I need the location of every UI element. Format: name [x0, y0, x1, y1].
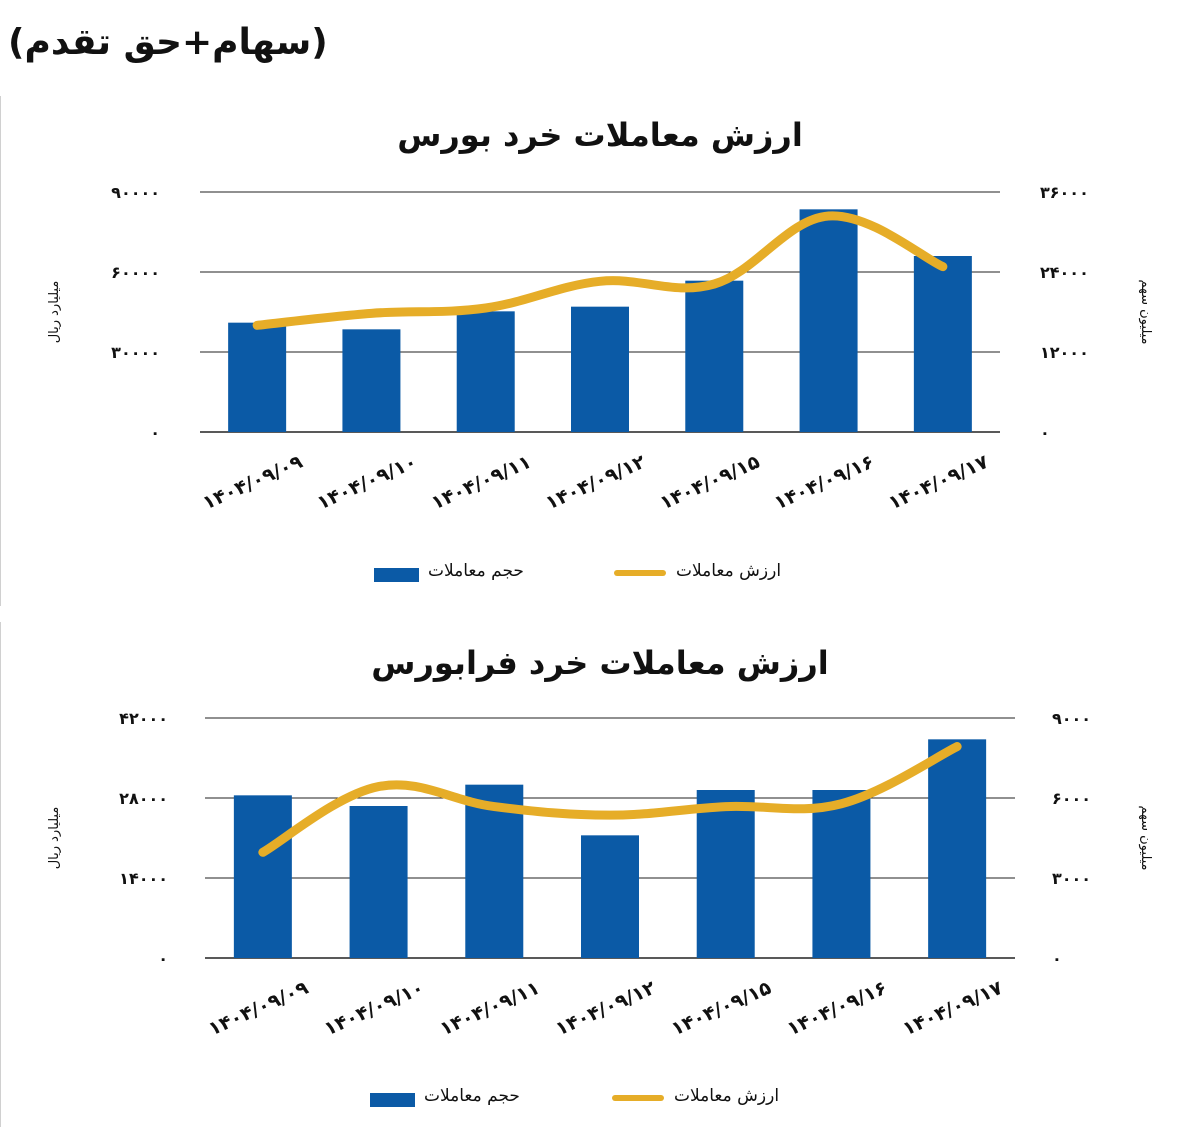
bar	[571, 306, 629, 432]
legend-item-volume: حجم معاملات	[370, 1083, 590, 1113]
bar	[228, 322, 287, 432]
legend-swatch-bar	[374, 568, 419, 582]
bar	[581, 835, 639, 958]
x-tick-label: ۱۴۰۴/۰۹/۱۲	[542, 451, 649, 515]
bar	[799, 209, 858, 432]
x-tick-label: ۱۴۰۴/۰۹/۱۵	[657, 451, 764, 515]
bar	[465, 784, 524, 958]
bar	[685, 280, 744, 432]
x-tick-label: ۱۴۰۴/۰۹/۱۶	[784, 977, 890, 1040]
x-tick-label: ۱۴۰۴/۰۹/۱۶	[771, 451, 877, 514]
x-tick-label: ۱۴۰۴/۰۹/۱۰	[314, 451, 420, 514]
left-tick-label: ۰	[150, 423, 160, 442]
left-axis-title: میلیارد ریال	[47, 281, 62, 344]
x-tick-label: ۱۴۰۴/۰۹/۱۱	[428, 451, 534, 514]
x-tick-label: ۱۴۰۴/۰۹/۱۰	[321, 977, 427, 1040]
bar	[928, 739, 987, 958]
left-tick-label: ۱۴۰۰۰	[119, 869, 168, 888]
left-tick-label: ۳۰۰۰۰	[111, 343, 160, 362]
right-axis-title: میلیون سهم	[1138, 279, 1153, 344]
chart-title: ارزش معاملات خرد فرابورس	[371, 644, 829, 682]
legend-swatch-line	[612, 1095, 664, 1101]
x-tick-label: ۱۴۰۴/۰۹/۰۹	[200, 451, 307, 515]
legend-label-volume: حجم معاملات	[424, 1086, 520, 1106]
left-tick-label: ۶۰۰۰۰	[111, 263, 160, 282]
chart-farabourse: ۰ ۱۴۰۰۰ ۲۸۰۰۰ ۴۲۰۰۰ ۰ ۳۰۰۰ ۶۰۰۰ ۹۰۰۰ میلیارد ریا…	[47, 709, 1153, 1041]
right-tick-label: ۳۰۰۰	[1052, 869, 1091, 888]
legend-swatch-line	[614, 570, 666, 576]
right-tick-label: ۳۶۰۰۰	[1040, 183, 1089, 202]
x-tick-label: ۱۴۰۴/۰۹/۱۷	[885, 451, 992, 515]
chart-panel-farabourse: ارزش معاملات خرد فرابورس ۰ ۱۴۰۰۰ ۲۸۰۰۰ ۴۲۰۰…	[0, 622, 1200, 1127]
chart-legend: حجم معاملات ارزش معاملات	[0, 1083, 1200, 1113]
page-heading: (سهام+حق تقدم)	[8, 22, 328, 63]
legend-label-value: ارزش معاملات	[676, 561, 782, 581]
bar	[342, 329, 401, 432]
legend-swatch-bar	[370, 1093, 415, 1107]
left-axis-title: میلیارد ریال	[47, 807, 62, 870]
right-tick-label: ۰	[1040, 423, 1050, 442]
legend-item-value: ارزش معاملات	[612, 1083, 852, 1113]
panel-divider	[0, 622, 1, 1127]
x-tick-label: ۱۴۰۴/۰۹/۱۷	[900, 977, 1007, 1041]
right-tick-label: ۰	[1052, 949, 1062, 968]
legend-label-value: ارزش معاملات	[674, 1086, 780, 1106]
chart-legend: حجم معاملات ارزش معاملات	[0, 558, 1200, 588]
bar	[913, 256, 972, 432]
right-axis-title: میلیون سهم	[1138, 805, 1153, 870]
right-tick-label: ۹۰۰۰	[1052, 709, 1091, 728]
x-tick-label: ۱۴۰۴/۰۹/۱۵	[668, 977, 775, 1041]
right-tick-label: ۱۲۰۰۰	[1040, 343, 1089, 362]
bar	[812, 790, 871, 958]
bar	[349, 806, 408, 958]
panel-divider	[0, 96, 1, 606]
left-tick-label: ۹۰۰۰۰	[111, 183, 160, 202]
x-tick-label: ۱۴۰۴/۰۹/۰۹	[205, 977, 312, 1041]
legend-item-volume: حجم معاملات	[374, 558, 594, 588]
legend-label-volume: حجم معاملات	[428, 561, 524, 581]
right-tick-label: ۶۰۰۰	[1052, 789, 1091, 808]
chart-bourse: ۰ ۳۰۰۰۰ ۶۰۰۰۰ ۹۰۰۰۰ ۰ ۱۲۰۰۰ ۲۴۰۰۰ ۳۶۰۰۰ میلیارد …	[47, 183, 1153, 515]
x-tick-label: ۱۴۰۴/۰۹/۱۱	[437, 977, 543, 1040]
left-tick-label: ۲۸۰۰۰	[119, 789, 168, 808]
chart-title: ارزش معاملات خرد بورس	[397, 116, 803, 154]
bar	[696, 790, 755, 958]
right-tick-label: ۲۴۰۰۰	[1040, 263, 1089, 282]
left-tick-label: ۴۲۰۰۰	[119, 709, 168, 728]
legend-item-value: ارزش معاملات	[614, 558, 844, 588]
bar	[233, 795, 292, 958]
bar	[456, 311, 515, 432]
x-tick-label: ۱۴۰۴/۰۹/۱۲	[552, 977, 659, 1041]
chart-panel-bourse: ارزش معاملات خرد بورس ۰ ۳۰۰۰۰ ۶۰۰۰۰ ۹۰۰۰۰ ۰ ۱…	[0, 96, 1200, 606]
left-tick-label: ۰	[158, 949, 168, 968]
